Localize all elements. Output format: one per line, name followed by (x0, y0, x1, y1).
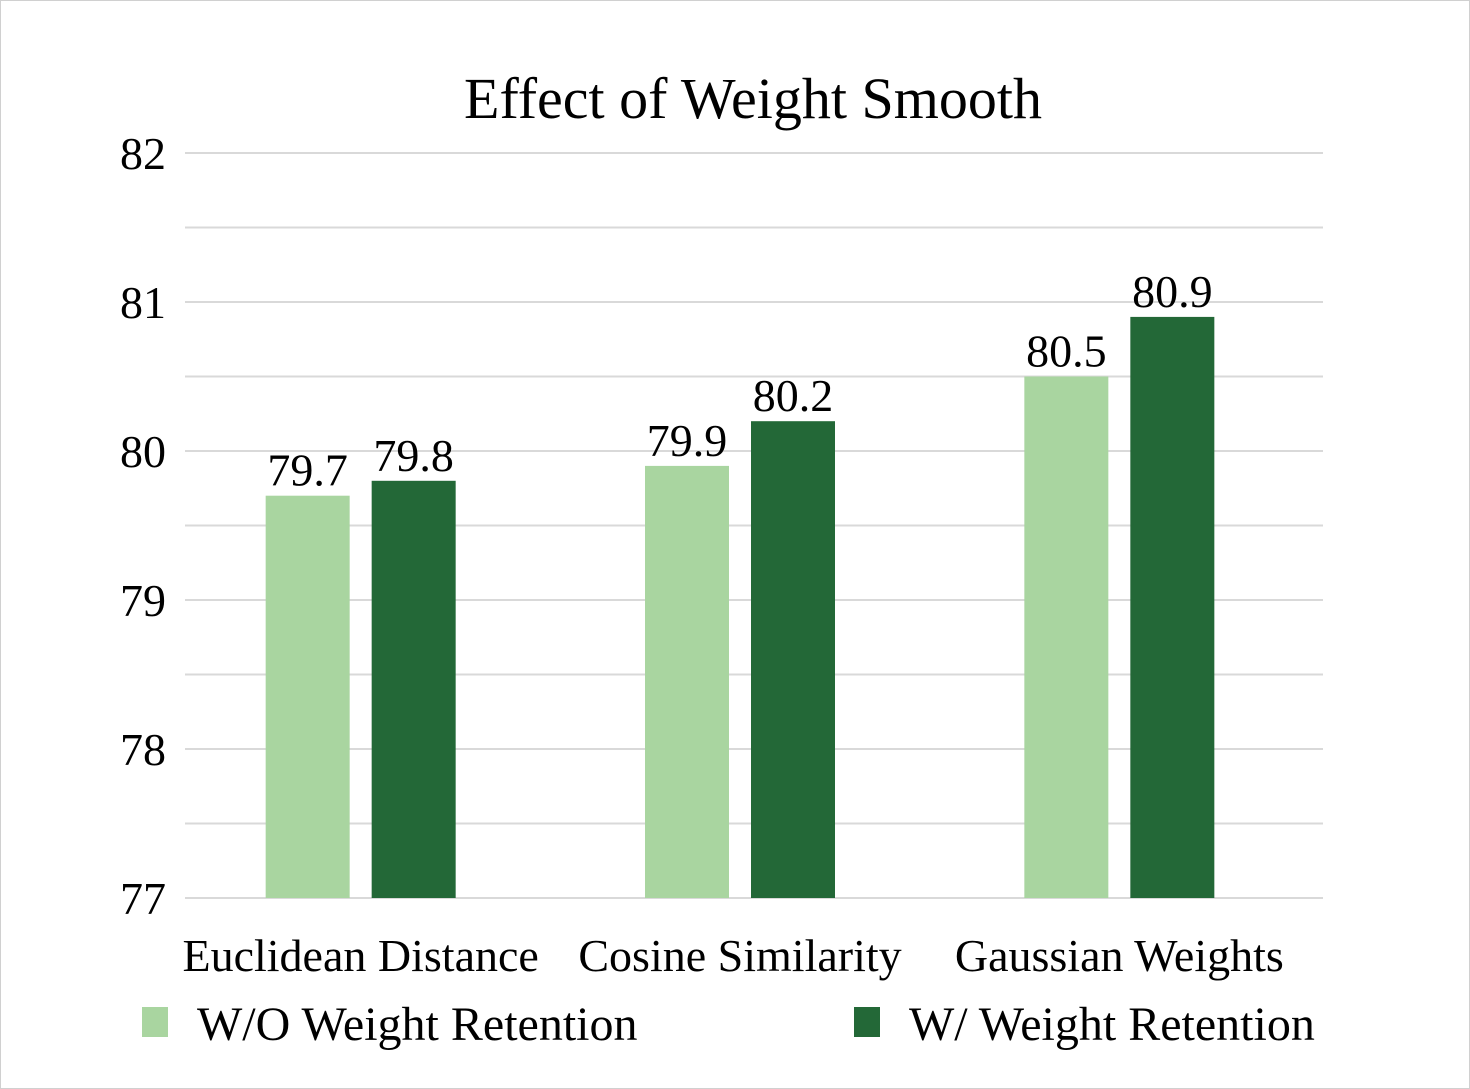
data-label: 80.2 (753, 370, 834, 421)
bars (265, 316, 1215, 898)
x-category-label: Euclidean Distance (182, 930, 538, 981)
x-category-label: Gaussian Weights (955, 930, 1284, 981)
legend-label: W/ Weight Retention (909, 998, 1315, 1051)
legend: W/O Weight Retention W/ Weight Retention (142, 998, 1315, 1051)
y-tick-label: 80 (120, 426, 166, 477)
y-tick-label: 79 (120, 575, 166, 626)
bar-with-retention (371, 480, 456, 898)
data-label: 80.5 (1026, 326, 1107, 377)
bar-without-retention (1024, 376, 1109, 898)
x-axis-categories: Euclidean Distance Cosine Similarity Gauss… (182, 930, 1283, 981)
data-label: 79.7 (267, 445, 348, 496)
legend-swatch (142, 1007, 168, 1037)
x-category-label: Cosine Similarity (578, 930, 901, 981)
data-label: 79.8 (373, 430, 454, 481)
legend-label: W/O Weight Retention (197, 998, 638, 1051)
bar-with-retention (751, 421, 835, 898)
y-tick-label: 78 (120, 724, 166, 775)
data-label: 80.9 (1132, 266, 1213, 317)
data-labels: 79.7 79.8 79.9 80.2 80.5 80.9 (267, 266, 1212, 496)
y-axis-ticks: 77 78 79 80 81 82 (120, 128, 166, 924)
y-tick-label: 82 (120, 128, 166, 179)
legend-swatch (854, 1007, 880, 1037)
bar-with-retention (1130, 316, 1215, 898)
data-label: 79.9 (647, 415, 728, 466)
chart-title: Effect of Weight Smooth (464, 66, 1042, 131)
y-tick-label: 77 (120, 873, 166, 924)
bar-without-retention (645, 465, 729, 898)
y-tick-label: 81 (120, 277, 166, 328)
bar-without-retention (265, 495, 350, 898)
